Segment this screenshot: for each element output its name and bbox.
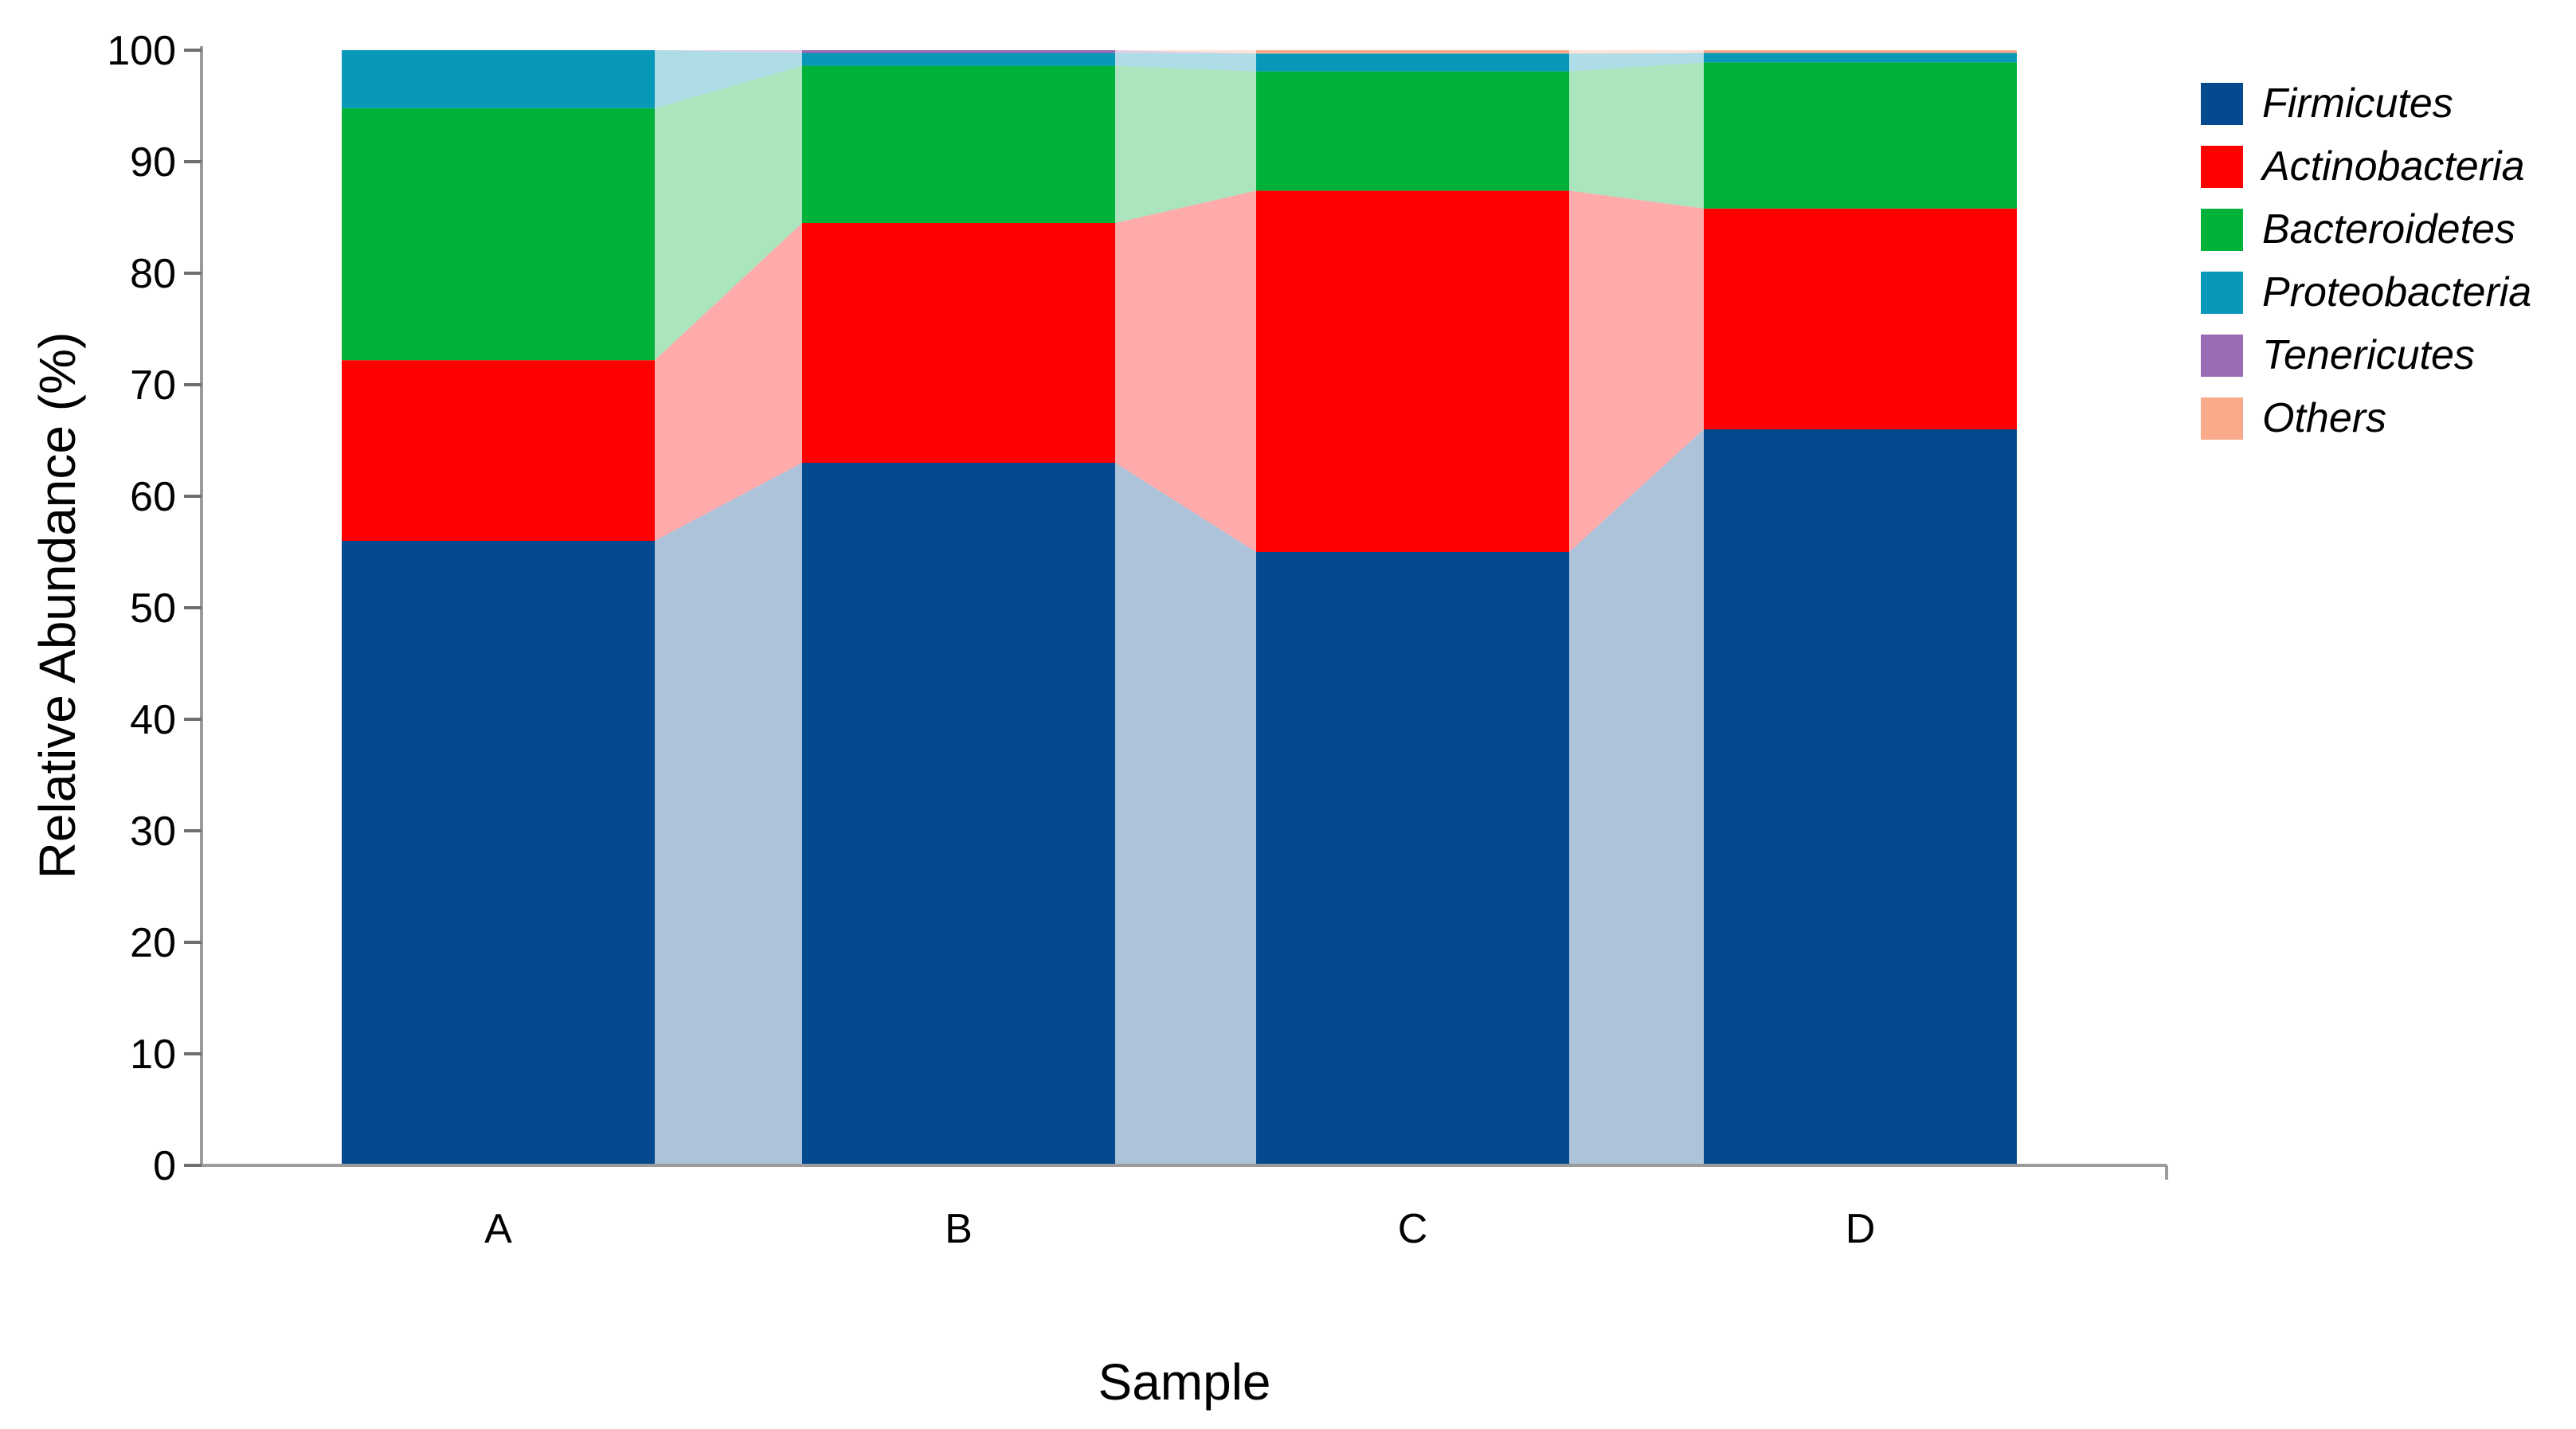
bar-A-segment-firmicutes — [342, 541, 655, 1165]
ribbon-firmicutes-C-D — [1569, 429, 1704, 1165]
legend-label-others: Others — [2262, 395, 2387, 441]
ribbon-firmicutes-A-B — [655, 463, 802, 1165]
ribbon-actinobacteria-C-D — [1569, 190, 1704, 552]
bar-D-segment-proteobacteria — [1704, 53, 2017, 63]
y-tick-label: 70 — [130, 362, 176, 409]
ribbon-bacteroidetes-C-D — [1569, 62, 1704, 209]
bar-C-segment-firmicutes — [1256, 552, 1569, 1165]
ribbon-tenericutes-B-C — [1115, 50, 1256, 54]
ribbon-others-C-D — [1569, 50, 1704, 54]
y-tick-label: 80 — [130, 251, 176, 297]
ribbon-proteobacteria-B-C — [1115, 53, 1256, 72]
legend: Firmicutes Actinobacteria Bacteroidetes Pro… — [2201, 80, 2531, 442]
legend-label-firmicutes: Firmicutes — [2262, 80, 2453, 127]
bar-B-segment-actinobacteria — [802, 223, 1115, 463]
bar-B-segment-bacteroidetes — [802, 65, 1115, 223]
bar-D-segment-bacteroidetes — [1704, 62, 2017, 209]
legend-swatch-bacteroidetes — [2201, 208, 2243, 251]
legend-item-firmicutes: Firmicutes — [2201, 80, 2531, 127]
bar-D-segment-others — [1704, 50, 2017, 53]
bar-A-segment-bacteroidetes — [342, 108, 655, 361]
y-tick-label: 100 — [107, 28, 176, 74]
legend-label-proteobacteria: Proteobacteria — [2262, 269, 2532, 315]
legend-item-proteobacteria: Proteobacteria — [2201, 268, 2531, 316]
ribbon-bacteroidetes-B-C — [1115, 65, 1256, 223]
x-tick-label-C: C — [1398, 1206, 1428, 1252]
bar-C-segment-proteobacteria — [1256, 53, 1569, 72]
bar-B-segment-firmicutes — [802, 463, 1115, 1165]
legend-item-tenericutes: Tenericutes — [2201, 331, 2531, 379]
ribbon-bacteroidetes-A-B — [655, 65, 802, 361]
legend-swatch-proteobacteria — [2201, 271, 2243, 314]
ribbon-proteobacteria-A-B — [655, 50, 802, 108]
ribbon-actinobacteria-B-C — [1115, 190, 1256, 552]
y-tick-label: 50 — [130, 585, 176, 632]
ribbon-actinobacteria-A-B — [655, 223, 802, 541]
legend-label-bacteroidetes: Bacteroidetes — [2262, 206, 2515, 253]
bar-C-segment-actinobacteria — [1256, 190, 1569, 552]
bar-A-segment-proteobacteria — [342, 50, 655, 108]
legend-swatch-actinobacteria — [2201, 145, 2243, 188]
bar-C-segment-bacteroidetes — [1256, 71, 1569, 191]
y-tick-label: 40 — [130, 697, 176, 743]
bar-D-segment-firmicutes — [1704, 429, 2017, 1165]
y-tick-label: 60 — [130, 474, 176, 520]
legend-label-actinobacteria: Actinobacteria — [2262, 143, 2525, 190]
y-tick-label: 20 — [130, 920, 176, 966]
y-axis-title: Relative Abundance (%) — [29, 331, 86, 879]
bar-B-segment-tenericutes — [802, 50, 1115, 53]
x-tick-label-B: B — [945, 1206, 973, 1252]
legend-item-actinobacteria: Actinobacteria — [2201, 143, 2531, 190]
ribbon-others-B-C — [1115, 50, 1256, 54]
y-tick-label: 90 — [130, 139, 176, 186]
bar-D-segment-actinobacteria — [1704, 208, 2017, 429]
ribbon-tenericutes-A-B — [655, 50, 802, 53]
bar-B-segment-proteobacteria — [802, 53, 1115, 66]
legend-swatch-tenericutes — [2201, 334, 2243, 377]
legend-swatch-others — [2201, 397, 2243, 440]
legend-item-bacteroidetes: Bacteroidetes — [2201, 206, 2531, 253]
x-tick-label-D: D — [1846, 1206, 1876, 1252]
legend-label-tenericutes: Tenericutes — [2262, 332, 2475, 378]
y-tick-label: 0 — [153, 1143, 176, 1189]
x-tick-label-A: A — [484, 1206, 512, 1252]
ribbon-firmicutes-B-C — [1115, 463, 1256, 1165]
legend-swatch-firmicutes — [2201, 82, 2243, 125]
bar-A-segment-actinobacteria — [342, 360, 655, 541]
x-axis-title: Sample — [1098, 1353, 1271, 1411]
y-tick-label: 30 — [130, 808, 176, 855]
bar-C-segment-others — [1256, 50, 1569, 54]
y-tick-label: 10 — [130, 1032, 176, 1078]
ribbon-proteobacteria-C-D — [1569, 53, 1704, 72]
legend-item-others: Others — [2201, 394, 2531, 442]
